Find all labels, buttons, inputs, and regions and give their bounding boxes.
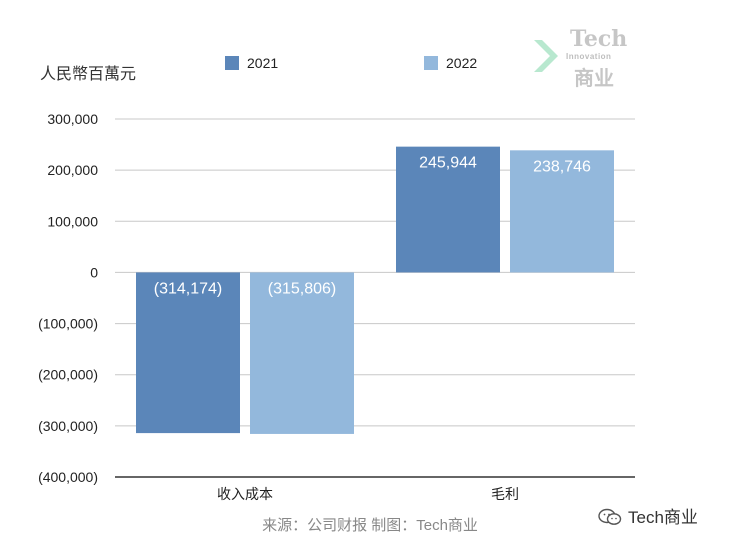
brand-text: Tech商业 — [628, 508, 698, 527]
legend-item-2021: 2021 — [225, 55, 278, 71]
bar-value-label: 238,746 — [533, 158, 591, 175]
watermark: Tech Innovation 商业 — [530, 26, 640, 90]
bar-2021-1 — [396, 146, 500, 273]
legend-item-2022: 2022 — [424, 55, 477, 71]
legend-label-2021: 2021 — [247, 55, 279, 71]
y-tick-label: 200,000 — [47, 162, 98, 178]
y-unit-label: 人民幣百萬元 — [40, 66, 137, 83]
watermark-logo-icon — [534, 40, 558, 72]
legend-swatch-2022 — [424, 56, 438, 70]
watermark-title: Tech — [570, 26, 628, 52]
y-tick-label: (400,000) — [38, 469, 98, 485]
x-category-label: 收入成本 — [217, 487, 273, 503]
y-tick-label: 0 — [90, 264, 98, 280]
y-tick-label: 100,000 — [47, 213, 98, 229]
y-tick-label: (200,000) — [38, 367, 98, 383]
watermark-subtitle: Innovation — [566, 52, 612, 61]
brand-label: Tech商业 — [598, 503, 698, 528]
source-caption: 来源：公司财报 制图：Tech商业 — [262, 517, 478, 534]
bar-2022-0 — [250, 272, 354, 434]
bar-2021-0 — [136, 272, 240, 434]
y-tick-label: 300,000 — [47, 111, 98, 127]
y-tick-label: (300,000) — [38, 418, 98, 434]
legend-swatch-2021 — [225, 56, 239, 70]
bar-value-label: (315,806) — [268, 280, 337, 297]
bar-2022-1 — [510, 150, 614, 273]
watermark-cn: 商业 — [574, 68, 614, 90]
bar-value-label: (314,174) — [154, 280, 223, 297]
x-category-label: 毛利 — [491, 487, 519, 503]
y-tick-label: (100,000) — [38, 316, 98, 332]
legend-label-2022: 2022 — [446, 55, 478, 71]
bar-value-label: 245,944 — [419, 155, 477, 172]
wechat-icon — [598, 508, 622, 525]
